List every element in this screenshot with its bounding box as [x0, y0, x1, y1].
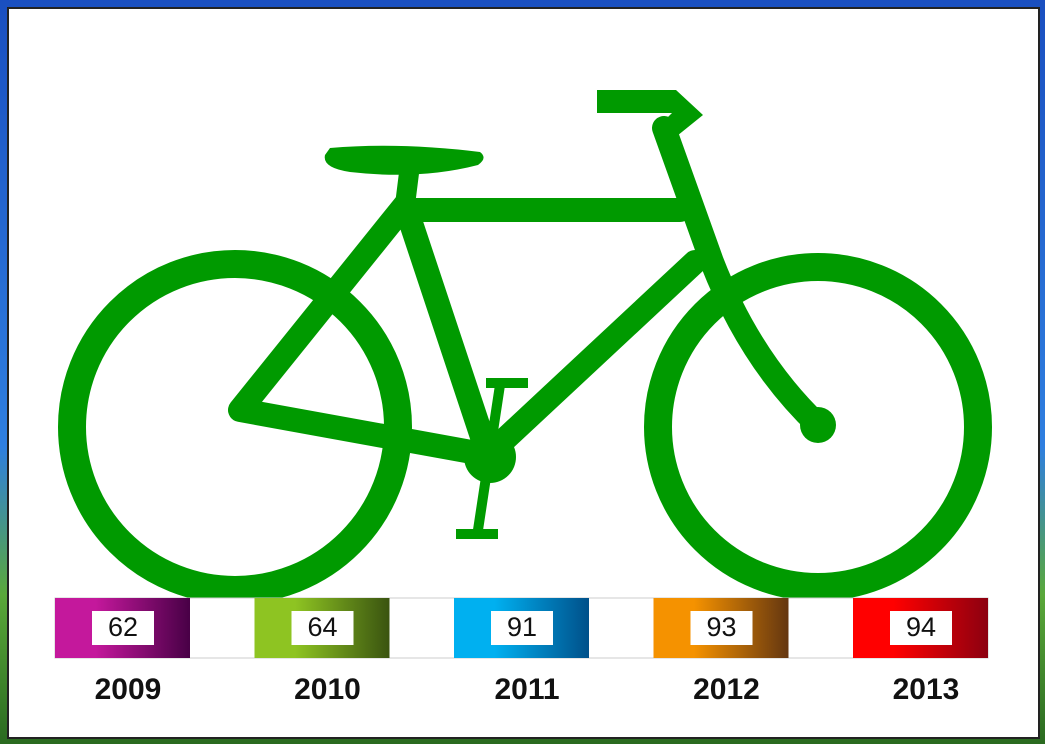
legend: 62 2009 64 2010 91 2011 93 2012 94 2013: [54, 597, 989, 706]
saddle: [324, 145, 484, 175]
value-box: [491, 611, 553, 645]
year-label: 2009: [95, 673, 162, 706]
value-box: [890, 611, 952, 645]
value-label: 94: [906, 612, 936, 642]
bicycle-parts: [324, 90, 836, 483]
value-label: 64: [307, 612, 337, 642]
fork: [652, 116, 830, 437]
value-box: [291, 611, 354, 645]
value-label: 62: [108, 612, 138, 642]
front-wheel: [644, 253, 992, 601]
chainring: [464, 431, 516, 483]
value-box: [690, 611, 753, 645]
year-label: 2013: [893, 673, 960, 706]
handlebar: [597, 90, 703, 140]
down-tube: [476, 250, 707, 467]
year-label: 2011: [494, 673, 559, 706]
year-label: 2012: [693, 673, 760, 706]
pedals: [456, 378, 528, 539]
value-label: 93: [706, 612, 736, 642]
rear-frame: [228, 193, 500, 467]
value-label: 91: [507, 612, 537, 642]
bicycle: [58, 116, 992, 604]
hub: [800, 407, 836, 443]
value-box: [92, 611, 154, 645]
year-label: 2010: [294, 673, 361, 706]
